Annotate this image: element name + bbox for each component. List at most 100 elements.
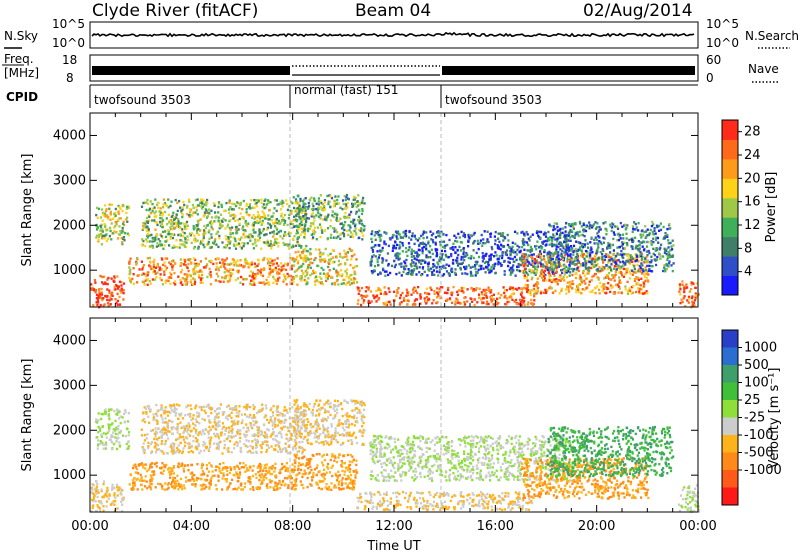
power-scatter-cell	[193, 257, 196, 260]
power-scatter-cell	[435, 254, 438, 258]
power-scatter-cell	[237, 271, 240, 274]
power-scatter-cell	[205, 201, 208, 204]
power-scatter-cell	[371, 240, 374, 244]
power-scatter-cell	[181, 208, 184, 211]
power-scatter-cell	[305, 249, 308, 253]
power-scatter-cell	[585, 267, 588, 270]
velocity-scatter-cell	[214, 469, 217, 472]
power-scatter-cell	[510, 268, 513, 272]
velocity-scatter-cell	[124, 411, 127, 414]
power-scatter-cell	[100, 230, 103, 233]
velocity-scatter-cell	[112, 500, 115, 503]
power-scatter-cell	[224, 276, 227, 280]
velocity-scatter-cell	[120, 429, 123, 433]
power-scatter-cell	[557, 260, 560, 263]
power-scatter-cell	[647, 269, 650, 272]
power-scatter-cell	[102, 213, 105, 216]
power-scatter-cell	[217, 275, 220, 278]
velocity-scatter-cell	[113, 492, 116, 495]
power-scatter-cell	[122, 222, 125, 226]
power-scatter-cell	[583, 261, 586, 265]
power-scatter-cell	[526, 290, 529, 293]
power-scatter-cell	[165, 217, 168, 220]
power-scatter-cell	[270, 261, 273, 264]
power-scatter-cell	[551, 244, 554, 248]
power-scatter-cell	[135, 263, 138, 266]
power-scatter-cell	[671, 255, 674, 258]
power-scatter-cell	[533, 258, 536, 261]
power-scatter-cell	[654, 238, 658, 242]
power-scatter-cell	[542, 275, 545, 278]
power-scatter-cell	[648, 251, 651, 255]
power-scatter-cell	[622, 237, 625, 240]
power-scatter-cell	[635, 255, 638, 258]
power-scatter-cell	[308, 263, 311, 267]
power-scatter-cell	[325, 216, 328, 220]
power-scatter-cell	[500, 243, 503, 246]
power-scatter-cell	[566, 252, 569, 255]
power-scatter-cell	[637, 222, 640, 225]
power-scatter-cell	[245, 208, 248, 211]
power-scatter-cell	[501, 256, 504, 260]
velocity-scatter-cell	[97, 444, 100, 447]
power-scatter-cell	[669, 241, 672, 245]
power-scatter-cell	[551, 291, 554, 295]
power-scatter-cell	[652, 237, 655, 240]
power-scatter-cell	[225, 201, 228, 205]
power-scatter-cell	[497, 302, 500, 305]
power-scatter-cell	[326, 272, 329, 275]
power-scatter-cell	[299, 275, 302, 278]
power-scatter-cell	[627, 257, 630, 260]
power-scatter-cell	[528, 239, 531, 242]
power-scatter-cell	[574, 222, 577, 225]
power-scatter-cell	[375, 294, 378, 298]
power-scatter-cell	[111, 291, 114, 294]
power-scatter-cell	[258, 269, 261, 273]
power-scatter-cell	[181, 277, 184, 280]
freq-panel-frame	[89, 54, 699, 82]
power-scatter-cell	[282, 280, 285, 283]
power-scatter-cell	[108, 207, 111, 210]
velocity-scatter-cell	[132, 487, 135, 491]
power-scatter-cell	[217, 268, 220, 272]
power-scatter-cell	[273, 258, 276, 262]
power-scatter-cell	[549, 224, 552, 228]
power-scatter-cell	[192, 277, 195, 280]
power-scatter-cell	[534, 260, 537, 263]
power-scatter-cell	[148, 256, 151, 260]
power-scatter-cell	[277, 277, 280, 280]
power-scatter-cell	[561, 249, 564, 253]
power-scatter-cell	[159, 216, 162, 220]
power-scatter-cell	[563, 265, 566, 268]
power-scatter-cell	[300, 206, 303, 210]
power-scatter-cell	[261, 274, 265, 277]
power-scatter-cell	[234, 214, 237, 218]
power-scatter-cell	[208, 246, 211, 249]
power-scatter-cell	[226, 280, 229, 283]
power-scatter-cell	[691, 304, 694, 308]
power-scatter-cell	[156, 203, 159, 206]
power-scatter-cell	[381, 261, 384, 264]
power-scatter-cell	[180, 239, 183, 242]
power-scatter-cell	[431, 252, 434, 256]
power-scatter-cell	[195, 270, 198, 273]
power-scatter-cell	[183, 273, 186, 276]
power-scatter-cell	[199, 281, 202, 284]
power-scatter-cell	[584, 259, 587, 263]
power-scatter-cell	[396, 237, 399, 241]
power-scatter-cell	[330, 258, 333, 261]
power-scatter-cell	[157, 206, 160, 209]
power-scatter-cell	[580, 278, 583, 281]
power-scatter-cell	[94, 291, 97, 294]
power-scatter-cell	[618, 245, 621, 249]
power-scatter-cell	[521, 230, 524, 234]
power-scatter-cell	[310, 196, 313, 199]
power-scatter-cell	[378, 229, 381, 233]
power-scatter-cell	[489, 291, 492, 294]
velocity-scatter-cell	[248, 478, 251, 482]
power-scatter-cell	[470, 287, 473, 290]
velocity-scatter-cell	[127, 441, 130, 444]
velocity-scatter-cell	[99, 429, 102, 432]
power-scatter-cell	[310, 208, 314, 211]
velocity-scatter-cell	[251, 474, 254, 478]
